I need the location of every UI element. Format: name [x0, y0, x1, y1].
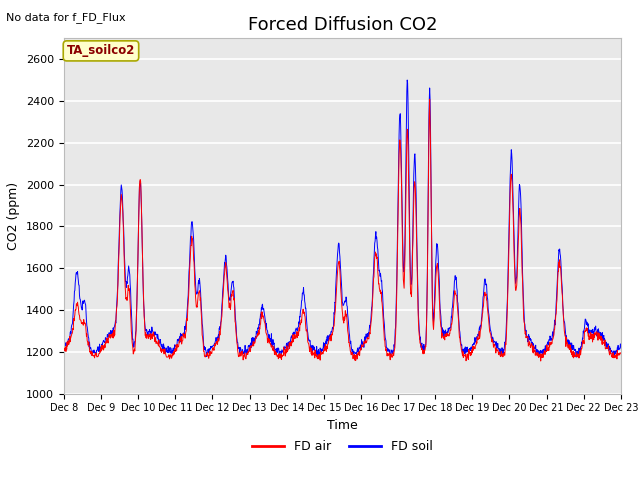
FD soil: [617, 344, 625, 350]
FD air: [246, 349, 254, 355]
FD air: [429, 322, 437, 328]
FD air: [60, 347, 68, 353]
FD soil: [60, 342, 68, 348]
Title: Forced Diffusion CO2: Forced Diffusion CO2: [248, 16, 437, 34]
FD soil: [502, 333, 509, 339]
FD soil: [572, 354, 580, 360]
FD soil: [429, 313, 437, 319]
Text: TA_soilco2: TA_soilco2: [67, 44, 135, 58]
FD air: [426, 96, 433, 102]
FD soil: [184, 297, 191, 303]
Text: No data for f_FD_Flux: No data for f_FD_Flux: [6, 12, 126, 23]
FD air: [537, 358, 545, 364]
Line: FD soil: FD soil: [64, 80, 621, 357]
Legend: FD air, FD soil: FD air, FD soil: [247, 435, 438, 458]
Y-axis label: CO2 (ppm): CO2 (ppm): [8, 182, 20, 250]
FD soil: [551, 322, 559, 328]
FD air: [502, 342, 509, 348]
FD air: [552, 318, 559, 324]
FD air: [170, 350, 178, 356]
FD air: [184, 305, 191, 311]
FD soil: [170, 346, 178, 352]
Line: FD air: FD air: [64, 99, 621, 361]
FD soil: [246, 346, 254, 351]
X-axis label: Time: Time: [327, 419, 358, 432]
FD air: [617, 350, 625, 356]
FD soil: [403, 77, 411, 83]
